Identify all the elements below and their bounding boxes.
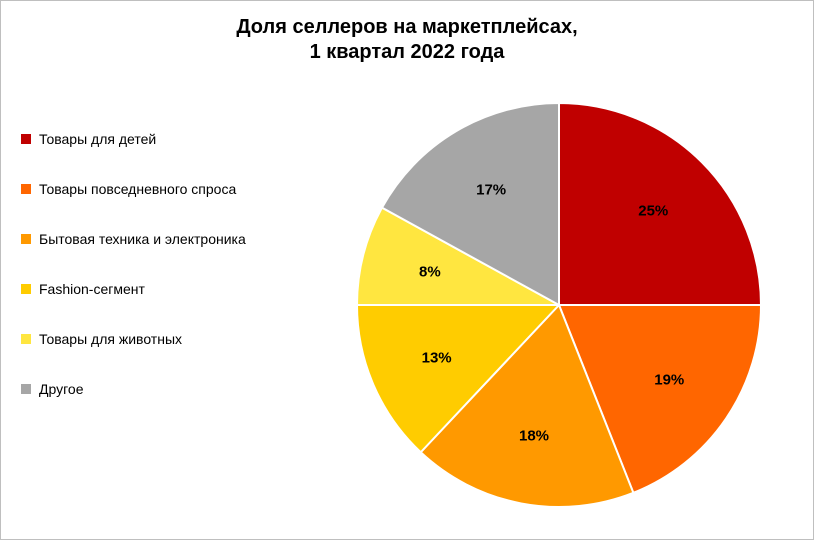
legend: Товары для детей Товары повседневного спр… xyxy=(21,131,281,397)
slice-label: 13% xyxy=(422,349,452,366)
slice-label: 17% xyxy=(476,182,506,199)
legend-swatch xyxy=(21,234,31,244)
legend-item: Товары для детей xyxy=(21,131,281,147)
legend-label: Товары для детей xyxy=(39,131,156,147)
chart-title-line1: Доля селлеров на маркетплейсах, xyxy=(236,16,577,38)
pie-chart: 25% 19% 18% 13% 8% 17% xyxy=(357,103,761,507)
legend-swatch xyxy=(21,384,31,394)
legend-swatch xyxy=(21,134,31,144)
slice-label: 25% xyxy=(638,202,668,219)
legend-swatch xyxy=(21,184,31,194)
legend-label: Товары повседневного спроса xyxy=(39,181,236,197)
slice-label: 18% xyxy=(519,427,549,444)
legend-item: Другое xyxy=(21,381,281,397)
pie-svg xyxy=(357,103,761,507)
legend-swatch xyxy=(21,334,31,344)
legend-label: Товары для животных xyxy=(39,331,182,347)
chart-title: Доля селлеров на маркетплейсах, 1 кварта… xyxy=(1,15,813,65)
slice-label: 19% xyxy=(654,371,684,388)
chart-title-line2: 1 квартал 2022 года xyxy=(310,41,505,63)
legend-label: Другое xyxy=(39,381,83,397)
legend-label: Бытовая техника и электроника xyxy=(39,231,246,247)
legend-item: Товары для животных xyxy=(21,331,281,347)
legend-item: Fashion-сегмент xyxy=(21,281,281,297)
legend-item: Товары повседневного спроса xyxy=(21,181,281,197)
legend-item: Бытовая техника и электроника xyxy=(21,231,281,247)
slice-label: 8% xyxy=(419,263,441,280)
legend-swatch xyxy=(21,284,31,294)
legend-label: Fashion-сегмент xyxy=(39,281,145,297)
chart-frame: Доля селлеров на маркетплейсах, 1 кварта… xyxy=(0,0,814,540)
